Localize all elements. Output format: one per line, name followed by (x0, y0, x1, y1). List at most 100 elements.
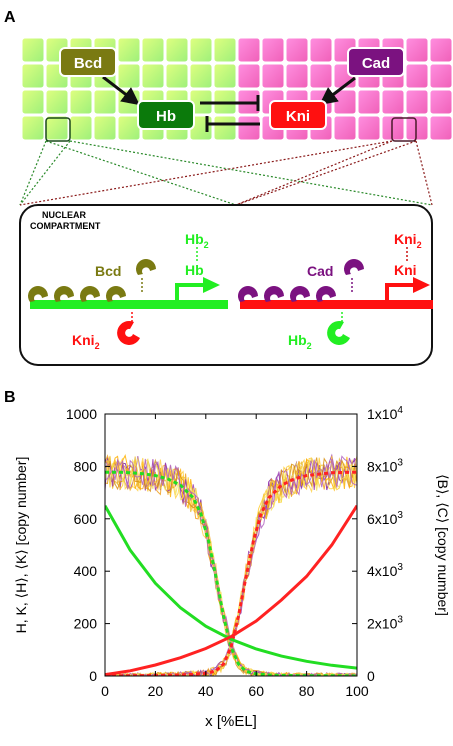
x-tick-label: 80 (299, 683, 315, 699)
y-axis-label-right: ⟨B⟩, ⟨C⟩ [copy number] (435, 474, 451, 616)
y-tick-label-right: 8x103 (367, 457, 403, 474)
embryo-cell (237, 37, 261, 63)
hb-promoter-head (203, 277, 220, 293)
embryo-cell (429, 63, 453, 89)
y-tick-label-left: 600 (74, 511, 98, 527)
embryo-cell (213, 37, 237, 63)
zoom-lines (19, 140, 433, 206)
embryo-cell (429, 89, 453, 115)
embryo-cell (45, 89, 69, 115)
bcd-binding-sites (28, 259, 156, 302)
y-tick-label-right: 6x103 (367, 510, 403, 527)
embryo-cell (117, 63, 141, 89)
hb2-repressor-label: Hb2 (288, 332, 312, 351)
embryo-cell (261, 63, 285, 89)
x-tick-label: 60 (248, 683, 264, 699)
y-tick-label-left: 400 (74, 563, 98, 579)
kni-gene-dna (240, 300, 433, 309)
y-tick-label-right: 0 (367, 668, 375, 684)
embryo-cell (93, 89, 117, 115)
zoom-cell-right (391, 117, 417, 142)
hb-represses-kni (200, 95, 260, 111)
reaction-arrows (131, 247, 408, 322)
kni-dimer-label: Kni2 (394, 231, 422, 250)
embryo-cell (333, 115, 357, 141)
plot-area: 0 20 40 60 80 1000200400600800100002x1034x103… (66, 405, 404, 699)
kni-monomer-label: Kni (394, 262, 417, 278)
embryo-cell (429, 37, 453, 63)
x-tick-label: 40 (198, 683, 214, 699)
hb-node: Hb (137, 100, 195, 130)
y-tick-label-left: 200 (74, 616, 98, 632)
kni2-repressor-shape (117, 320, 140, 345)
x-tick-label: 0 (101, 683, 109, 699)
panel-a-label: A (4, 9, 16, 26)
y-tick-label-right: 4x103 (367, 562, 403, 579)
sample-trajectory (105, 455, 357, 676)
embryo-cell (141, 37, 165, 63)
y-tick-label-left: 1000 (66, 406, 97, 422)
bcd-activates-hb-arrow (102, 75, 140, 106)
embryo-cell (405, 89, 429, 115)
nuclear-label-line1: NUCLEAR (42, 210, 86, 220)
embryo-cell (357, 115, 381, 141)
plot-frame (104, 413, 358, 677)
cad-binding-sites (238, 259, 364, 302)
hb2-repressor-shape (327, 320, 350, 345)
kni2-repressor-label: Kni2 (72, 332, 100, 351)
embryo-cell (405, 63, 429, 89)
bcd-node-label: Bcd (74, 55, 102, 72)
zoom-cell-left (45, 117, 71, 142)
embryo-cell (21, 115, 45, 141)
mean-concentration-line (105, 470, 357, 676)
kni-node: Kni (269, 100, 327, 130)
embryo-cell (285, 63, 309, 89)
bcd-node: Bcd (59, 47, 117, 77)
y-tick-label-left: 800 (74, 458, 98, 474)
embryo-cell (69, 89, 93, 115)
embryo-cell (45, 115, 69, 141)
morphogen-gradient-line (105, 504, 357, 670)
morphogen-gradient-line (105, 504, 357, 676)
y-tick-label-right: 1x104 (367, 405, 403, 422)
embryo-cell (213, 115, 237, 141)
embryo-cell (93, 115, 117, 141)
embryo-cell (309, 63, 333, 89)
embryo-cell (357, 89, 381, 115)
embryo-cell (189, 63, 213, 89)
x-tick-label: 20 (148, 683, 164, 699)
embryo-cell (21, 89, 45, 115)
hb-monomer-label: Hb (185, 262, 204, 278)
embryo-cell (165, 63, 189, 89)
hb-promoter-arrow (175, 283, 205, 300)
regulatory-network (102, 75, 356, 132)
hb-dimer-label: Hb2 (185, 231, 209, 250)
panel-b-label: B (4, 389, 16, 406)
embryo-cell (21, 63, 45, 89)
embryo-cell (117, 115, 141, 141)
embryo-cell (237, 115, 261, 141)
embryo-cell (261, 37, 285, 63)
cad-nuclear-label: Cad (307, 263, 333, 279)
x-tick-label: 100 (345, 683, 369, 699)
kni-promoter-head (413, 277, 430, 293)
hb-gene-dna (30, 300, 228, 309)
cad-activates-kni-arrow (319, 76, 356, 106)
embryo-cell (213, 63, 237, 89)
bcd-nuclear-label: Bcd (95, 263, 121, 279)
nuclear-label-line2: COMPARTMENT (30, 221, 101, 231)
kni-node-label: Kni (286, 108, 310, 125)
embryo-cell (333, 89, 357, 115)
embryo-cell (69, 115, 93, 141)
sample-trajectory (105, 458, 357, 676)
embryo-cell (309, 37, 333, 63)
mean-concentration-line (105, 470, 357, 676)
embryo-cell (237, 63, 261, 89)
kni-represses-hb (205, 116, 260, 132)
cad-node-label: Cad (362, 55, 390, 72)
embryo-cell (117, 37, 141, 63)
embryo-cell (141, 63, 165, 89)
embryo-cell (285, 37, 309, 63)
embryo-cell (189, 37, 213, 63)
